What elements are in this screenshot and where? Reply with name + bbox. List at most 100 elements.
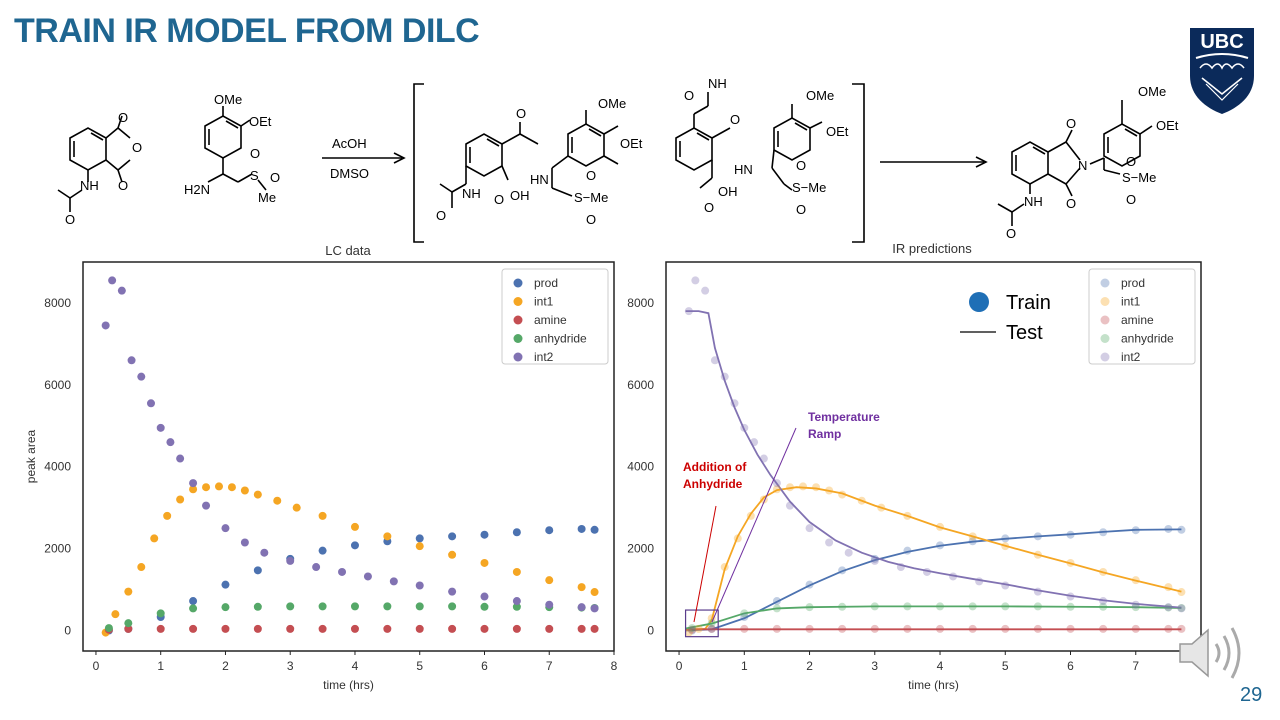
annotation-anhydride-line1: Addition of	[683, 460, 747, 474]
point-int1	[1099, 567, 1108, 576]
point-anhydride	[104, 624, 113, 633]
x-tick-label: 7	[1132, 659, 1139, 673]
point-int1	[512, 567, 521, 576]
point-amine	[1099, 624, 1108, 633]
point-prod	[350, 541, 359, 550]
y-tick-label: 4000	[627, 460, 654, 474]
point-int2	[512, 597, 521, 606]
point-int2	[480, 592, 489, 601]
x-axis-label: time (hrs)	[908, 678, 959, 692]
y-tick-label: 0	[647, 624, 654, 638]
x-tick-label: 4	[352, 659, 359, 673]
point-int2	[221, 524, 230, 533]
svg-text:OEt: OEt	[1156, 118, 1179, 133]
point-anhydride	[688, 624, 697, 633]
point-int1	[240, 486, 249, 495]
point-amine	[350, 624, 359, 633]
svg-text:O: O	[1126, 192, 1136, 207]
legend-marker-prod	[513, 278, 523, 288]
point-anhydride	[512, 602, 521, 611]
svg-text:O: O	[65, 212, 75, 227]
plot-frame	[665, 261, 1202, 652]
point-int2	[448, 587, 457, 596]
legend-label-int1: int1	[1121, 295, 1141, 309]
intermediate1-structure	[439, 110, 619, 208]
ubc-logo: UBC	[1190, 28, 1254, 114]
point-amine	[688, 625, 697, 634]
legend-marker-int2	[513, 352, 523, 362]
legend-label-prod: prod	[1121, 276, 1145, 290]
point-anhydride	[1033, 602, 1042, 611]
svg-text:OH: OH	[718, 184, 738, 199]
x-tick-label: 4	[937, 659, 944, 673]
point-prod	[707, 624, 716, 633]
point-int1	[1164, 583, 1173, 592]
point-int2	[825, 538, 834, 547]
point-prod	[805, 580, 814, 589]
point-amine	[221, 624, 230, 633]
legend-marker-anhydride	[513, 334, 523, 343]
svg-text:OMe: OMe	[598, 96, 626, 111]
svg-text:NH: NH	[80, 178, 99, 193]
point-anhydride	[772, 604, 781, 613]
speaker-icon[interactable]	[1176, 622, 1252, 684]
point-anhydride	[805, 603, 814, 612]
start-highlight-box	[684, 609, 719, 638]
point-anhydride	[936, 602, 945, 611]
point-prod	[1131, 526, 1140, 535]
point-int1	[202, 483, 211, 492]
svg-text:O: O	[684, 88, 694, 103]
point-amine	[156, 624, 165, 633]
point-amine	[1033, 624, 1042, 633]
chart-title: IR predictions	[892, 241, 972, 256]
point-int2	[189, 479, 198, 488]
x-axis-label: time (hrs)	[323, 678, 374, 692]
svg-text:O: O	[704, 200, 714, 215]
point-int2	[156, 423, 165, 432]
point-int2	[975, 577, 984, 586]
svg-text:O: O	[586, 168, 596, 183]
point-int1	[877, 503, 886, 512]
point-int2	[805, 524, 814, 533]
annotation-temp-arrow	[711, 427, 797, 623]
point-prod	[688, 626, 697, 635]
point-int1	[480, 558, 489, 567]
point-int1	[448, 550, 457, 559]
svg-text:O: O	[250, 146, 260, 161]
point-int1	[694, 624, 703, 633]
y-tick-label: 2000	[627, 542, 654, 556]
chart-0	[82, 261, 615, 655]
point-int1	[273, 496, 282, 505]
point-int2	[415, 581, 424, 590]
svg-text:O: O	[796, 202, 806, 217]
point-prod	[903, 546, 912, 555]
point-amine	[577, 624, 586, 633]
point-int2	[338, 567, 347, 576]
legend-label-anhydride: anhydride	[534, 332, 587, 346]
point-int1	[720, 563, 729, 572]
test-label: Test	[1006, 322, 1043, 344]
point-amine	[124, 624, 133, 633]
x-tick-label: 8	[611, 659, 618, 673]
y-tick-label: 6000	[627, 378, 654, 392]
point-int2	[922, 567, 931, 576]
annotation-temp-line1: Temperature	[808, 410, 880, 424]
point-int1	[968, 532, 977, 541]
point-prod	[772, 597, 781, 606]
point-amine	[383, 624, 392, 633]
point-prod	[545, 526, 554, 535]
point-int1	[684, 628, 693, 637]
point-int2	[1001, 581, 1010, 590]
point-int2	[949, 572, 958, 581]
point-int1	[812, 483, 821, 492]
svg-text:O: O	[118, 178, 128, 193]
point-prod	[1033, 532, 1042, 541]
x-tick-label: 5	[416, 659, 423, 673]
point-int1	[415, 542, 424, 551]
point-prod	[1164, 524, 1173, 533]
legend-marker-prod	[1100, 278, 1110, 288]
test-line-prod	[685, 528, 1182, 632]
y-tick-label: 4000	[44, 460, 71, 474]
svg-text:OMe: OMe	[214, 92, 242, 107]
x-tick-label: 3	[871, 659, 878, 673]
